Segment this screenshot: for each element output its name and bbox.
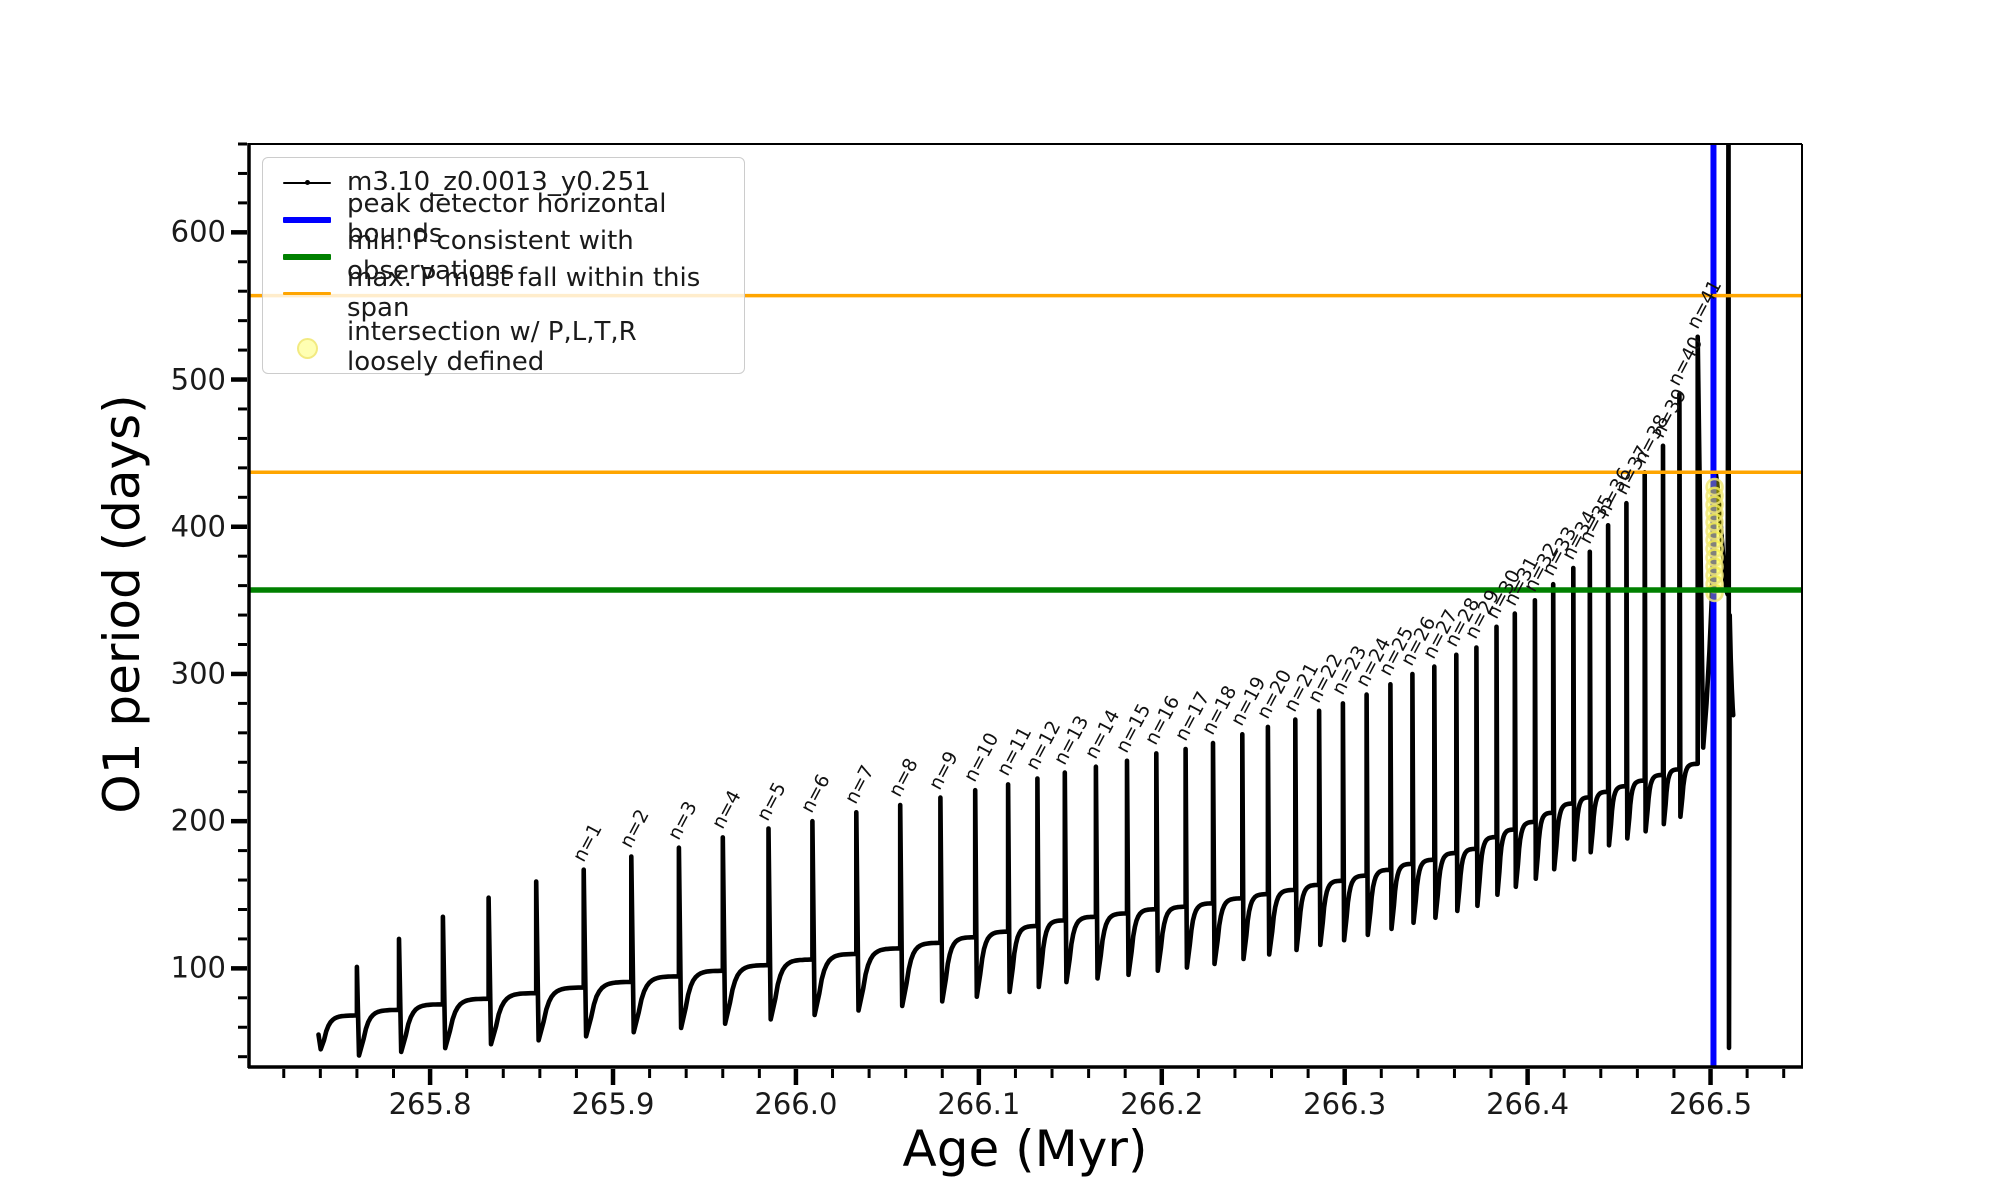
legend-box: m3.10_z0.0013_y0.251 peak detector horiz… (262, 157, 745, 377)
y-tick-label: 200 (170, 803, 226, 838)
marker-dot-icon (304, 180, 310, 185)
legend-entry-max-p: max. P must fall within this span (273, 263, 744, 322)
track-line-swatch (283, 180, 331, 185)
y-tick-label: 400 (170, 509, 226, 544)
blue-line-swatch (283, 216, 331, 223)
x-tick-label: 265.9 (571, 1087, 655, 1121)
legend-label: max. P must fall within this span (347, 262, 701, 323)
x-tick-label: 266.3 (1303, 1087, 1387, 1121)
y-axis-label: O1 period (days) (93, 394, 151, 814)
orange-line-swatch (283, 291, 331, 296)
y-tick-label: 100 (170, 950, 226, 985)
legend-entry-track: m3.10_z0.0013_y0.251 (273, 164, 744, 201)
x-tick-label: 266.4 (1486, 1087, 1570, 1121)
track-line (316, 145, 1736, 1058)
green-line-swatch (283, 253, 331, 260)
intersection-marker (1705, 477, 1724, 497)
x-tick-label: 266.5 (1669, 1087, 1753, 1121)
legend-label: m3.10_z0.0013_y0.251 (347, 166, 651, 197)
x-tick-label: 266.1 (937, 1087, 1021, 1121)
legend-entry-peak-bounds: peak detector horizontal bounds (273, 189, 744, 248)
legend-label: intersection w/ P,L,T,R loosely defined (347, 317, 637, 377)
x-tick-label: 266.0 (754, 1087, 838, 1121)
x-tick-label: 265.8 (388, 1087, 472, 1121)
x-tick-label: 266.2 (1120, 1087, 1204, 1121)
y-tick-label: 500 (170, 362, 226, 397)
legend-entry-intersection: intersection w/ P,L,T,R loosely defined (273, 312, 744, 384)
x-axis-label: Age (Myr) (902, 1120, 1148, 1178)
y-tick-label: 300 (170, 656, 226, 691)
legend-label: min. P consistent with observations (347, 225, 634, 286)
y-tick-label: 600 (170, 214, 226, 249)
legend-entry-min-p: min. P consistent with observations (273, 226, 744, 285)
legend-label: peak detector horizontal bounds (347, 188, 667, 249)
yellow-circle-swatch (283, 337, 331, 359)
